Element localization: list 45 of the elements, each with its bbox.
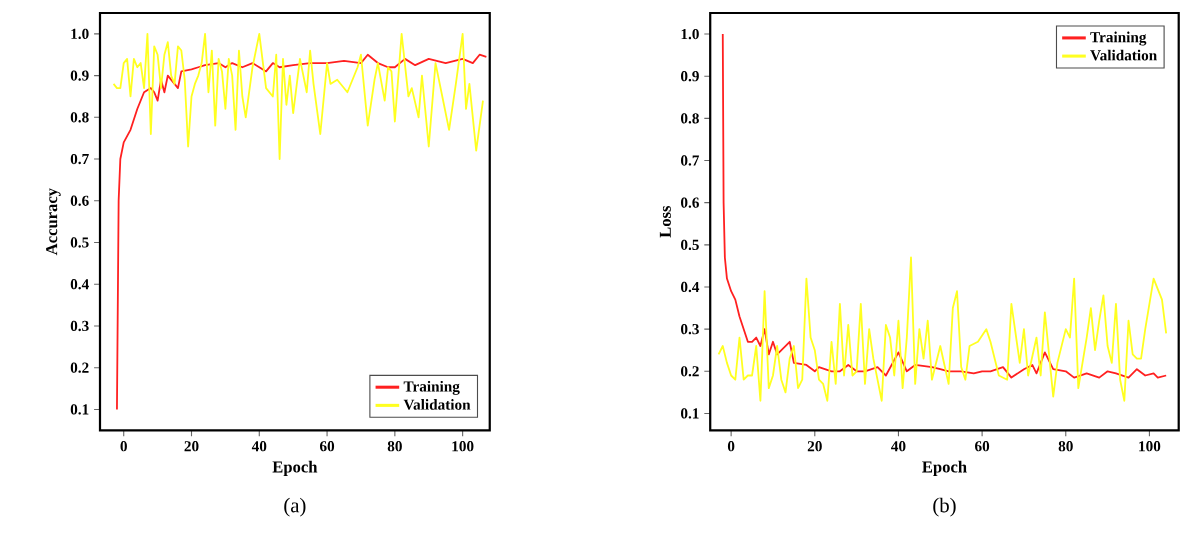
y-axis-title: Accuracy: [46, 188, 61, 256]
x-tick-label: 60: [975, 441, 990, 452]
y-tick-label: 0.7: [680, 155, 700, 166]
y-tick-label: 0.1: [70, 404, 89, 415]
y-tick-label: 0.6: [70, 195, 89, 207]
legend-label: Validation: [1090, 50, 1157, 61]
y-tick-label: 0.8: [70, 112, 89, 123]
x-axis-title: Epoch: [272, 461, 318, 477]
y-tick-label: 0.9: [70, 70, 89, 81]
y-tick-label: 0.2: [680, 366, 699, 377]
legend-label: Training: [1090, 31, 1147, 46]
x-tick-label: 0: [727, 441, 735, 452]
line-series: [116, 54, 488, 411]
x-tick-label: 40: [251, 441, 267, 452]
y-tick-label: 0.3: [680, 324, 699, 335]
y-tick-label: 1.0: [681, 29, 699, 40]
y-tick-label: 0.8: [680, 113, 699, 124]
y-tick-label: 0.7: [70, 154, 89, 165]
text: (b): [933, 498, 956, 517]
y-tick-label: 1.0: [71, 28, 89, 40]
y-tick-label: 0.9: [680, 71, 699, 82]
legend-label: Validation: [403, 399, 471, 411]
y-axis-title: Loss: [659, 206, 671, 238]
x-axis-title: Epoch: [922, 461, 967, 477]
y-tick-label: 0.4: [680, 282, 700, 293]
x-tick-label: 20: [184, 441, 199, 452]
y-tick-label: 0.3: [70, 321, 89, 332]
x-tick-label: 20: [807, 441, 822, 452]
y-tick-label: 0.5: [680, 239, 699, 251]
y-tick-label: 0.4: [70, 279, 89, 290]
x-tick-label: 80: [1058, 441, 1073, 452]
x-tick-label: 100: [452, 441, 474, 452]
x-tick-label: 80: [387, 441, 402, 452]
y-tick-label: 0.6: [680, 197, 699, 209]
x-tick-label: 0: [120, 441, 127, 452]
text: (a): [284, 498, 306, 517]
y-tick-label: 0.1: [680, 408, 699, 419]
legend-label: Training: [403, 381, 460, 396]
line-series: [112, 33, 484, 161]
x-tick-label: 40: [891, 441, 906, 452]
x-tick-label: 100: [1139, 441, 1161, 452]
y-tick-label: 0.5: [70, 237, 89, 248]
x-tick-label: 60: [319, 441, 335, 452]
line-series: [717, 256, 1168, 402]
y-tick-label: 0.2: [70, 362, 89, 374]
